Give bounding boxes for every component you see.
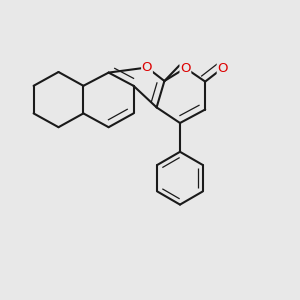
Text: O: O — [217, 61, 228, 75]
Text: O: O — [180, 61, 191, 75]
Text: O: O — [142, 61, 152, 74]
